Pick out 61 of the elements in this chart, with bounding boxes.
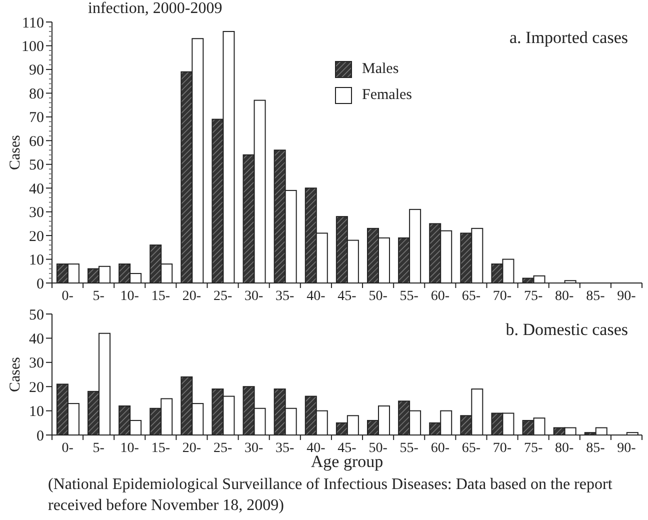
x-tick-label: 60- bbox=[430, 441, 450, 456]
y-tick-label: 70 bbox=[29, 110, 44, 126]
y-tick-label: 50 bbox=[29, 307, 44, 324]
y-tick-label: 20 bbox=[29, 228, 44, 245]
x-tick-label: 5- bbox=[92, 441, 105, 456]
x-tick-label: 80- bbox=[555, 441, 574, 456]
x-tick-label: 75- bbox=[524, 289, 543, 304]
x-tick-label: 0- bbox=[62, 441, 74, 456]
y-tick-label: 60 bbox=[29, 134, 44, 150]
x-tick-label: 15- bbox=[151, 441, 170, 456]
y-tick-label: 30 bbox=[29, 356, 44, 372]
x-tick-label: 30- bbox=[244, 441, 264, 456]
x-tick-label: 40- bbox=[306, 289, 326, 304]
chart-title: infection, 2000-2009 bbox=[88, 0, 222, 18]
x-tick-label: 50- bbox=[368, 289, 388, 304]
annotation: b. Domestic cases bbox=[506, 320, 628, 340]
x-tick-label: 90- bbox=[617, 289, 636, 304]
x-tick-label: 30- bbox=[244, 289, 264, 304]
x-tick-label: 80- bbox=[555, 289, 574, 304]
y-tick-label: 90 bbox=[29, 62, 44, 79]
y-tick-label: 110 bbox=[22, 15, 44, 32]
x-tick-label: 20- bbox=[182, 441, 202, 456]
x-tick-label: 85- bbox=[586, 441, 606, 456]
x-tick-label: 70- bbox=[492, 289, 512, 304]
x-tick-label: 75- bbox=[524, 441, 543, 456]
x-tick-label: 25- bbox=[213, 441, 232, 456]
x-tick-label: 60- bbox=[430, 289, 450, 304]
x-tick-label: 0- bbox=[62, 289, 74, 304]
x-tick-label: 25- bbox=[213, 289, 232, 304]
legend-label: Females bbox=[362, 86, 412, 104]
x-tick-label: 10- bbox=[120, 289, 140, 304]
x-tick-label: 85- bbox=[586, 289, 606, 304]
text: (National Epidemiological Surveillance of Infectious Diseases: Data based on the report received before November 18, 2009) bbox=[48, 475, 614, 516]
x-tick-label: 20- bbox=[182, 289, 202, 304]
y-tick-label: 100 bbox=[22, 38, 44, 55]
y-tick-label: 0 bbox=[36, 428, 44, 444]
legend-label: Males bbox=[362, 60, 399, 78]
y-tick-label: 30 bbox=[29, 205, 44, 222]
x-tick-label: 90- bbox=[617, 441, 636, 456]
x-tick-label: 70- bbox=[492, 441, 512, 456]
y-tick-label: 50 bbox=[29, 158, 44, 174]
y-tick-label: 10 bbox=[29, 252, 44, 269]
y-axis-title: Cases bbox=[7, 356, 24, 392]
x-tick-label: 15- bbox=[151, 289, 170, 304]
y-axis-title: Cases bbox=[7, 134, 24, 170]
x-tick-label: 35- bbox=[276, 441, 295, 456]
x-tick-label: 65- bbox=[462, 289, 481, 304]
x-tick-label: 55- bbox=[400, 289, 419, 304]
x-tick-label: 35- bbox=[276, 289, 295, 304]
annotation: a. Imported cases bbox=[510, 28, 628, 48]
x-tick-label: 45- bbox=[338, 289, 357, 304]
y-tick-label: 10 bbox=[29, 404, 44, 420]
y-tick-label: 20 bbox=[29, 380, 44, 396]
y-tick-label: 40 bbox=[29, 181, 44, 198]
x-tick-label: 65- bbox=[462, 441, 481, 456]
y-tick-label: 0 bbox=[36, 276, 44, 292]
x-tick-label: 5- bbox=[92, 289, 105, 304]
x-tick-label: 55- bbox=[400, 441, 419, 456]
y-tick-label: 80 bbox=[29, 86, 44, 102]
y-tick-label: 40 bbox=[29, 331, 44, 348]
x-tick-label: 10- bbox=[120, 441, 140, 456]
